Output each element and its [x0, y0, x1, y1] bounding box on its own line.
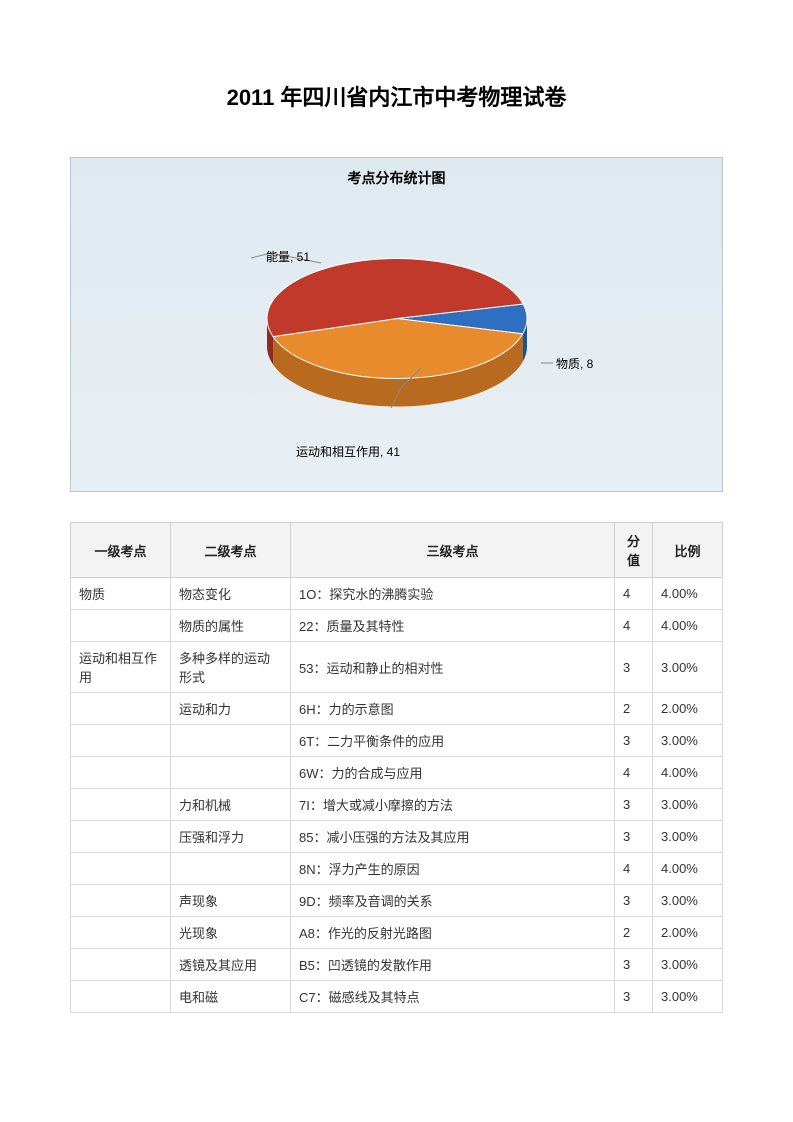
table-row: 运动和力6H：力的示意图22.00% — [71, 693, 723, 725]
table-cell: 6T：二力平衡条件的应用 — [291, 725, 615, 757]
col-header-l3: 三级考点 — [291, 523, 615, 578]
table-row: 6W：力的合成与应用44.00% — [71, 757, 723, 789]
table-header-row: 一级考点 二级考点 三级考点 分值 比例 — [71, 523, 723, 578]
table-cell: 光现象 — [171, 917, 291, 949]
table-cell: 3.00% — [653, 821, 723, 853]
col-header-l2: 二级考点 — [171, 523, 291, 578]
table-cell — [171, 725, 291, 757]
table-cell: 4.00% — [653, 757, 723, 789]
table-cell: 3 — [615, 949, 653, 981]
table-cell: 3.00% — [653, 885, 723, 917]
table-cell: 3.00% — [653, 981, 723, 1013]
table-cell — [171, 853, 291, 885]
table-cell: 8N：浮力产生的原因 — [291, 853, 615, 885]
table-cell: 3 — [615, 789, 653, 821]
table-cell: 22：质量及其特性 — [291, 610, 615, 642]
table-cell: 物质 — [71, 578, 171, 610]
table-cell: 7I：增大或减小摩擦的方法 — [291, 789, 615, 821]
table-cell: 3 — [615, 885, 653, 917]
table-row: 电和磁C7：磁感线及其特点33.00% — [71, 981, 723, 1013]
data-table: 一级考点 二级考点 三级考点 分值 比例 物质物态变化1O：探究水的沸腾实验44… — [70, 522, 723, 1013]
table-row: 声现象9D：频率及音调的关系33.00% — [71, 885, 723, 917]
table-row: 力和机械7I：增大或减小摩擦的方法33.00% — [71, 789, 723, 821]
page-title: 2011 年四川省内江市中考物理试卷 — [70, 80, 723, 112]
table-cell — [71, 885, 171, 917]
table-cell: 3.00% — [653, 642, 723, 693]
table-row: 光现象A8：作光的反射光路图22.00% — [71, 917, 723, 949]
table-cell: 物质的属性 — [171, 610, 291, 642]
table-cell: 3 — [615, 642, 653, 693]
col-header-ratio: 比例 — [653, 523, 723, 578]
table-cell: 运动和力 — [171, 693, 291, 725]
table-cell: 4 — [615, 578, 653, 610]
table-cell: 运动和相互作用 — [71, 642, 171, 693]
table-cell: A8：作光的反射光路图 — [291, 917, 615, 949]
table-cell: 4.00% — [653, 578, 723, 610]
table-row: 物质的属性22：质量及其特性44.00% — [71, 610, 723, 642]
slice-label-0: 能量, 51 — [266, 248, 310, 265]
table-cell — [171, 757, 291, 789]
table-cell — [71, 725, 171, 757]
table-cell: 3 — [615, 725, 653, 757]
table-cell: 4 — [615, 853, 653, 885]
table-row: 6T：二力平衡条件的应用33.00% — [71, 725, 723, 757]
table-cell: 2.00% — [653, 693, 723, 725]
table-cell: 6H：力的示意图 — [291, 693, 615, 725]
table-cell: 3.00% — [653, 789, 723, 821]
table-row: 运动和相互作用多种多样的运动形式53：运动和静止的相对性33.00% — [71, 642, 723, 693]
table-row: 压强和浮力85：减小压强的方法及其应用33.00% — [71, 821, 723, 853]
table-cell: 多种多样的运动形式 — [171, 642, 291, 693]
table-cell: 物态变化 — [171, 578, 291, 610]
table-cell: 3 — [615, 821, 653, 853]
leader-lines — [71, 158, 722, 491]
col-header-l1: 一级考点 — [71, 523, 171, 578]
table-cell: 53：运动和静止的相对性 — [291, 642, 615, 693]
table-cell: 声现象 — [171, 885, 291, 917]
table-cell: 3 — [615, 981, 653, 1013]
pie-chart-container: 考点分布统计图 能量, 51 运动和相互作用, 41 物质, 8 — [70, 157, 723, 492]
table-cell — [71, 789, 171, 821]
table-cell: 9D：频率及音调的关系 — [291, 885, 615, 917]
table-cell — [71, 693, 171, 725]
table-row: 8N：浮力产生的原因44.00% — [71, 853, 723, 885]
table-cell: 力和机械 — [171, 789, 291, 821]
table-row: 物质物态变化1O：探究水的沸腾实验44.00% — [71, 578, 723, 610]
table-cell: 4 — [615, 610, 653, 642]
slice-label-2: 物质, 8 — [556, 355, 593, 372]
table-cell: 2.00% — [653, 917, 723, 949]
table-cell: 3.00% — [653, 949, 723, 981]
table-cell: 2 — [615, 693, 653, 725]
table-cell: 1O：探究水的沸腾实验 — [291, 578, 615, 610]
table-cell: 4.00% — [653, 853, 723, 885]
table-cell: 2 — [615, 917, 653, 949]
table-cell: 3.00% — [653, 725, 723, 757]
table-cell: 6W：力的合成与应用 — [291, 757, 615, 789]
table-cell — [71, 917, 171, 949]
table-cell — [71, 981, 171, 1013]
table-cell: 透镜及其应用 — [171, 949, 291, 981]
table-cell: C7：磁感线及其特点 — [291, 981, 615, 1013]
table-cell — [71, 821, 171, 853]
table-cell: 4.00% — [653, 610, 723, 642]
table-cell — [71, 853, 171, 885]
table-cell — [71, 949, 171, 981]
table-cell — [71, 757, 171, 789]
table-cell: B5：凹透镜的发散作用 — [291, 949, 615, 981]
table-cell: 4 — [615, 757, 653, 789]
table-cell: 压强和浮力 — [171, 821, 291, 853]
table-cell: 电和磁 — [171, 981, 291, 1013]
table-row: 透镜及其应用B5：凹透镜的发散作用33.00% — [71, 949, 723, 981]
table-cell — [71, 610, 171, 642]
col-header-score: 分值 — [615, 523, 653, 578]
table-cell: 85：减小压强的方法及其应用 — [291, 821, 615, 853]
slice-label-1: 运动和相互作用, 41 — [296, 443, 400, 460]
